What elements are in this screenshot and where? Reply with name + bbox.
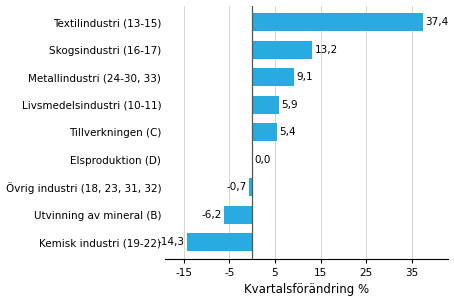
Text: 37,4: 37,4: [425, 17, 449, 27]
Text: -14,3: -14,3: [158, 237, 184, 247]
Text: 13,2: 13,2: [315, 45, 338, 55]
Text: 9,1: 9,1: [296, 72, 312, 82]
Text: 5,9: 5,9: [281, 100, 298, 110]
Bar: [252, 13, 423, 31]
Bar: [249, 178, 252, 196]
Text: 0,0: 0,0: [254, 155, 271, 165]
Bar: [252, 41, 312, 59]
Bar: [252, 96, 279, 114]
Bar: [187, 233, 252, 251]
Text: -6,2: -6,2: [201, 210, 222, 220]
Bar: [224, 206, 252, 224]
Bar: [252, 123, 277, 141]
X-axis label: Kvartalsförändring %: Kvartalsförändring %: [244, 284, 370, 297]
Bar: [252, 68, 294, 86]
Text: -0,7: -0,7: [227, 182, 247, 192]
Text: 5,4: 5,4: [279, 127, 296, 137]
